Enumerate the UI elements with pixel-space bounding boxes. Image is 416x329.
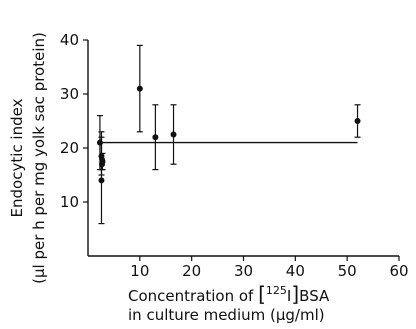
x-axis-title-line2: in culture medium (μg/ml) — [128, 306, 325, 324]
data-point — [98, 177, 105, 184]
x-tick-label: 20 — [182, 262, 201, 280]
y-tick-label: 40 — [60, 31, 79, 49]
ticks: 10 20 30 40 50 60 10 20 30 40 — [60, 31, 409, 280]
y-axis-title-line2: (μl per h per mg yolk sac protein) — [30, 32, 48, 284]
x-tick-label: 50 — [338, 262, 357, 280]
data-point — [98, 153, 105, 160]
data-point — [136, 85, 143, 92]
x-axis-title-suffix: BSA — [299, 287, 330, 305]
axes — [87, 40, 399, 257]
x-axis-title-bracket-close: ] — [291, 282, 299, 306]
data-points — [96, 85, 361, 184]
y-axis-title: Endocytic index (μl per h per mg yolk sa… — [8, 32, 48, 284]
y-tick-label: 20 — [60, 139, 79, 157]
x-axis-title-isotope: 125 — [266, 284, 287, 297]
data-point — [152, 134, 159, 141]
y-tick-label: 30 — [60, 85, 79, 103]
x-axis-title-line1: Concentration of [125I]BSA — [128, 282, 330, 306]
y-tick-label: 10 — [60, 193, 79, 211]
data-point — [354, 118, 361, 124]
x-axis-title-isotope-element: I — [287, 287, 291, 305]
x-tick-label: 60 — [389, 262, 408, 280]
data-point — [98, 161, 105, 168]
x-axis-title-prefix: Concentration of — [128, 287, 258, 305]
x-tick-label: 30 — [234, 262, 253, 280]
x-axis-title-bracket-open: [ — [258, 282, 266, 306]
y-axis-title-line1: Endocytic index — [8, 98, 26, 217]
x-tick-label: 10 — [130, 262, 149, 280]
data-point — [170, 131, 177, 138]
data-point — [96, 139, 103, 146]
error-bars — [96, 44, 361, 225]
x-tick-label: 40 — [286, 262, 305, 280]
